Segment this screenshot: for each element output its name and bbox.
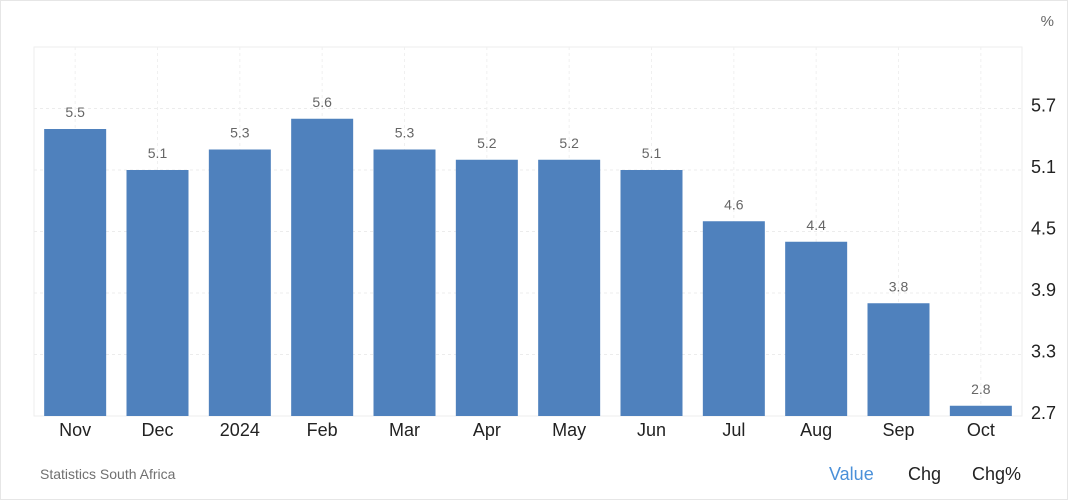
- bar[interactable]: [291, 118, 354, 416]
- y-tick-label: 3.3: [1031, 341, 1056, 361]
- bar[interactable]: [373, 149, 436, 417]
- bar[interactable]: [538, 159, 601, 416]
- bar-value-label: 5.3: [230, 125, 250, 141]
- bar[interactable]: [702, 221, 765, 416]
- bar[interactable]: [44, 129, 107, 416]
- bar-value-label: 5.2: [559, 135, 579, 151]
- bar-value-label: 5.1: [148, 145, 168, 161]
- y-tick-label: 5.1: [1031, 157, 1056, 177]
- y-axis: 2.7 3.3 3.9 4.5 5.1 5.7: [1031, 95, 1056, 423]
- x-tick-label: Jul: [722, 420, 745, 440]
- source-label: Statistics South Africa: [40, 466, 176, 482]
- chg-toggle-button[interactable]: Chg: [908, 464, 942, 484]
- x-tick-label: May: [552, 420, 586, 440]
- bar[interactable]: [126, 170, 189, 416]
- bar-value-label: 4.4: [806, 217, 826, 233]
- x-axis: Nov Dec 2024 Feb Mar Apr May Jun Jul Aug Sep Oct: [59, 420, 995, 440]
- value-toggle-button[interactable]: Value: [829, 464, 874, 484]
- x-tick-label: Oct: [967, 420, 995, 440]
- bar-value-label: 5.1: [642, 145, 662, 161]
- bar-value-label: 5.3: [395, 125, 415, 141]
- bars: [44, 118, 1012, 417]
- bar-value-label: 2.8: [971, 381, 991, 397]
- x-tick-label: Apr: [473, 420, 501, 440]
- bar-value-label: 3.8: [889, 278, 909, 294]
- bar[interactable]: [455, 159, 518, 416]
- bar[interactable]: [867, 303, 930, 416]
- x-tick-label: Nov: [59, 420, 91, 440]
- y-tick-label: 5.7: [1031, 95, 1056, 115]
- data-labels: 5.5 5.1 5.3 5.6 5.3 5.2 5.2 5.1 4.6 4.4 3.8 2.8: [65, 94, 990, 397]
- x-tick-label: Jun: [637, 420, 666, 440]
- chg-percent-toggle-button[interactable]: Chg%: [972, 464, 1022, 484]
- y-tick-label: 4.5: [1031, 218, 1056, 238]
- y-axis-unit-label: %: [1040, 13, 1054, 30]
- x-tick-label: Dec: [141, 420, 173, 440]
- bar-value-label: 5.5: [65, 104, 85, 120]
- bar[interactable]: [208, 149, 271, 417]
- x-tick-label: Sep: [882, 420, 914, 440]
- y-tick-label: 2.7: [1031, 403, 1056, 423]
- x-tick-label: Mar: [389, 420, 420, 440]
- x-tick-label: 2024: [220, 420, 260, 440]
- bar[interactable]: [785, 241, 848, 416]
- bar-value-label: 5.2: [477, 135, 497, 151]
- x-tick-label: Feb: [307, 420, 338, 440]
- bar[interactable]: [949, 405, 1012, 416]
- bar-value-label: 5.6: [312, 94, 332, 110]
- bar[interactable]: [620, 170, 683, 416]
- x-tick-label: Aug: [800, 420, 832, 440]
- bar-value-label: 4.6: [724, 196, 744, 212]
- y-tick-label: 3.9: [1031, 280, 1056, 300]
